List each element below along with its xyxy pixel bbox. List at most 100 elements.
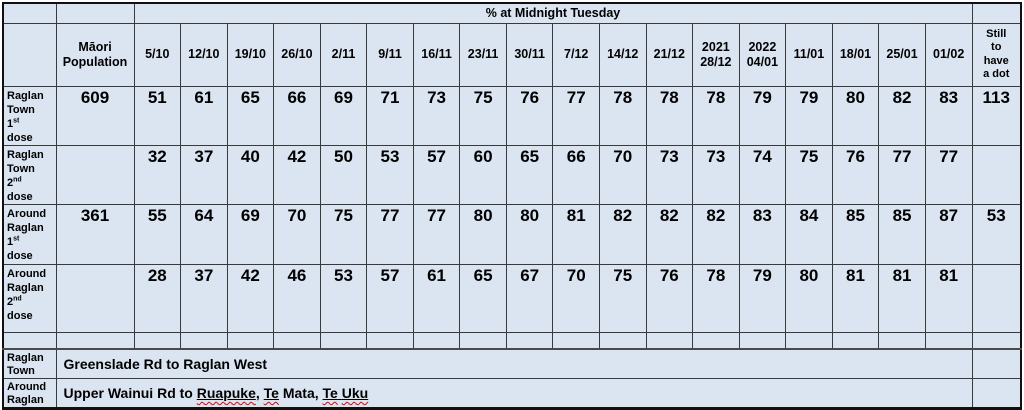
- spacer-cell: [785, 331, 833, 350]
- percent-value: 77: [878, 144, 926, 205]
- percent-value: 61: [180, 85, 228, 146]
- spacer-cell: [831, 331, 880, 350]
- spacer-cell: [738, 331, 787, 350]
- percent-value: 70: [273, 203, 321, 265]
- date-header: 30/11: [505, 22, 554, 87]
- spacer-cell: [2, 331, 57, 350]
- percent-value: 81: [552, 203, 600, 265]
- row-label: Around Raglan 1st dose: [2, 203, 57, 265]
- percent-value: 81: [878, 263, 926, 333]
- date-header: 23/11: [459, 22, 507, 87]
- still-value: 53: [971, 203, 1022, 265]
- spacer-cell: [319, 331, 368, 350]
- percent-value: 79: [738, 85, 787, 146]
- percent-value: 50: [319, 144, 368, 205]
- percent-value: 32: [133, 144, 182, 205]
- percent-value: 42: [226, 263, 275, 333]
- percent-value: 53: [319, 263, 368, 333]
- percent-value: 73: [412, 85, 461, 146]
- row-label: Around Raglan 2nd dose: [2, 263, 57, 333]
- date-header: 2022 04/01: [738, 22, 787, 87]
- row-label: Raglan Town 2nd dose: [2, 144, 57, 205]
- percent-value: 67: [505, 263, 554, 333]
- population-blank-cell: [55, 2, 135, 24]
- footer-row-around-raglan-area: Around Raglan Upper Wainui Rd to Ruapuke,…: [2, 378, 1022, 409]
- percent-value: 57: [412, 144, 461, 205]
- date-header: 9/11: [366, 22, 414, 87]
- percent-value: 79: [738, 263, 787, 333]
- population-value: 361: [55, 203, 135, 265]
- percent-value: 75: [598, 263, 647, 333]
- percent-value: 70: [552, 263, 600, 333]
- percent-value: 55: [133, 203, 182, 265]
- percent-value: 66: [552, 144, 600, 205]
- area-description: Greenslade Rd to Raglan West: [55, 348, 973, 379]
- date-header: 12/10: [180, 22, 228, 87]
- spacer-cell: [598, 331, 647, 350]
- spacer-cell: [273, 331, 321, 350]
- spacer-cell: [459, 331, 507, 350]
- spacer-cell: [645, 331, 694, 350]
- spacer-cell: [55, 331, 135, 350]
- percent-value: 81: [831, 263, 880, 333]
- percent-value: 78: [692, 85, 740, 146]
- header-row-top: % at Midnight Tuesday: [2, 2, 1022, 24]
- percent-value: 66: [273, 85, 321, 146]
- percent-value: 82: [645, 203, 694, 265]
- date-header: 16/11: [412, 22, 461, 87]
- percent-value: 46: [273, 263, 321, 333]
- percent-value: 53: [366, 144, 414, 205]
- percent-value: 82: [692, 203, 740, 265]
- footer-row-raglan-town-area: Raglan Town Greenslade Rd to Raglan West: [2, 348, 1022, 379]
- still-blank-cell: [971, 2, 1022, 24]
- still-value: [971, 144, 1022, 205]
- percent-value: 78: [692, 263, 740, 333]
- footer-row-label: Raglan Town: [2, 348, 57, 379]
- percent-value: 85: [831, 203, 880, 265]
- percent-value: 78: [645, 85, 694, 146]
- spacer-cell: [924, 331, 973, 350]
- percent-value: 84: [785, 203, 833, 265]
- percent-value: 71: [366, 85, 414, 146]
- still-value: [971, 263, 1022, 333]
- spacer-cell: [552, 331, 600, 350]
- spacer-cell: [692, 331, 740, 350]
- table-row-raglan-town-2nd-dose: Raglan Town 2nd dose 32 37 40 42 50 53 57 60 65 66 70 7…: [2, 144, 1022, 205]
- percent-value: 61: [412, 263, 461, 333]
- percent-value: 42: [273, 144, 321, 205]
- percent-value: 74: [738, 144, 787, 205]
- percent-value: 75: [319, 203, 368, 265]
- date-header: 2021 28/12: [692, 22, 740, 87]
- row-label-blank-cell: [2, 22, 57, 87]
- corner-blank-cell: [2, 2, 57, 24]
- spacer-cell: [133, 331, 182, 350]
- date-header: 14/12: [598, 22, 647, 87]
- percent-value: 77: [412, 203, 461, 265]
- percent-value: 83: [738, 203, 787, 265]
- date-header: 19/10: [226, 22, 275, 87]
- percent-value: 73: [645, 144, 694, 205]
- spacer-cell: [180, 331, 228, 350]
- spacer-cell: [366, 331, 414, 350]
- date-header: 01/02: [924, 22, 973, 87]
- date-header: 5/10: [133, 22, 182, 87]
- percent-value: 75: [459, 85, 507, 146]
- percent-value: 85: [878, 203, 926, 265]
- population-value: [55, 144, 135, 205]
- percent-value: 77: [924, 144, 973, 205]
- footer-end-cell: [971, 348, 1022, 379]
- population-value: 609: [55, 85, 135, 146]
- percent-value: 78: [598, 85, 647, 146]
- percent-value: 80: [831, 85, 880, 146]
- still-header: Still to have a dot: [971, 22, 1022, 87]
- spacer-cell: [878, 331, 926, 350]
- percent-value: 76: [645, 263, 694, 333]
- population-header: Māori Population: [55, 22, 135, 87]
- date-header: 18/01: [831, 22, 880, 87]
- percent-value: 70: [598, 144, 647, 205]
- percent-value: 37: [180, 144, 228, 205]
- spacer-cell: [971, 331, 1022, 350]
- percent-value: 80: [505, 203, 554, 265]
- footer-end-cell: [971, 378, 1022, 409]
